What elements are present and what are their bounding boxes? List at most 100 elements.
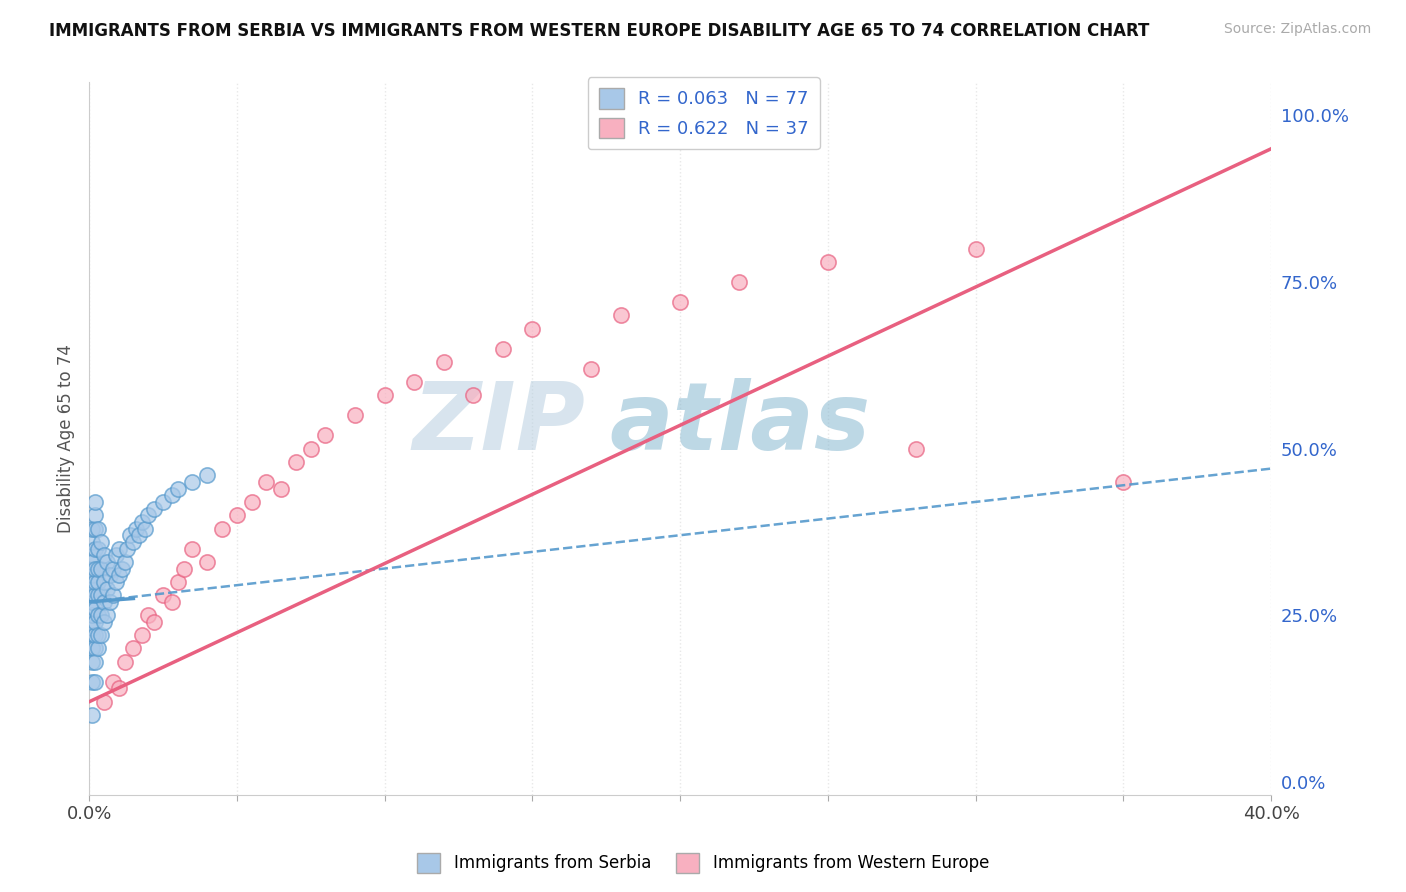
Point (254, 475, 277, 489)
Point (90, 608, 112, 623)
Point (80, 568, 103, 582)
Point (284, 455, 307, 469)
Point (120, 528, 142, 542)
Text: IMMIGRANTS FROM SERBIA VS IMMIGRANTS FROM WESTERN EUROPE DISABILITY AGE 65 TO 74: IMMIGRANTS FROM SERBIA VS IMMIGRANTS FRO… (49, 22, 1150, 40)
Point (240, 495, 263, 509)
Point (463, 388, 485, 402)
Point (134, 522, 156, 536)
Point (344, 409, 367, 423)
Point (1112, 475, 1135, 489)
Text: atlas: atlas (609, 378, 870, 470)
Point (90, 588, 112, 602)
Point (84, 541, 107, 556)
Point (93, 695, 115, 709)
Point (110, 561, 132, 575)
Point (136, 508, 159, 523)
Point (181, 541, 204, 556)
Point (314, 428, 336, 442)
Point (93, 574, 115, 589)
Y-axis label: Disability Age 65 to 74: Disability Age 65 to 74 (58, 344, 75, 533)
Point (104, 548, 127, 562)
Point (270, 482, 292, 496)
Text: Source: ZipAtlas.com: Source: ZipAtlas.com (1223, 22, 1371, 37)
Point (117, 541, 139, 556)
Point (195, 468, 218, 483)
Point (166, 574, 188, 589)
Point (152, 588, 174, 602)
Point (87, 588, 110, 602)
Point (669, 295, 692, 310)
Point (101, 588, 124, 602)
Point (80, 628, 103, 642)
Point (84, 674, 107, 689)
Point (433, 355, 456, 369)
Point (107, 681, 129, 696)
Point (610, 309, 633, 323)
Legend: Immigrants from Serbia, Immigrants from Western Europe: Immigrants from Serbia, Immigrants from … (411, 847, 995, 880)
Point (101, 561, 124, 575)
Point (84, 615, 107, 629)
Point (905, 442, 928, 456)
Point (84, 508, 107, 523)
Point (101, 674, 124, 689)
Point (87, 628, 110, 642)
Text: ZIP: ZIP (412, 378, 585, 470)
Point (80, 574, 103, 589)
Point (80, 641, 103, 656)
Point (80, 588, 103, 602)
Point (84, 574, 107, 589)
Point (374, 388, 396, 402)
Point (107, 568, 129, 582)
Point (98, 568, 121, 582)
Point (122, 641, 145, 656)
Point (143, 501, 166, 516)
Point (93, 595, 115, 609)
Point (211, 522, 233, 536)
Point (87, 608, 110, 623)
Point (107, 541, 129, 556)
Point (80, 622, 103, 636)
Point (195, 555, 218, 569)
Point (90, 561, 112, 575)
Point (136, 608, 159, 623)
Point (522, 321, 544, 335)
Point (114, 655, 136, 669)
Point (143, 615, 166, 629)
Point (581, 361, 603, 376)
Point (96, 555, 118, 569)
Point (965, 242, 987, 256)
Point (90, 534, 112, 549)
Point (299, 442, 322, 456)
Point (173, 561, 195, 575)
Point (84, 601, 107, 615)
Point (80, 601, 103, 615)
Point (817, 255, 839, 269)
Point (84, 561, 107, 575)
Point (84, 655, 107, 669)
Point (80, 522, 103, 536)
Point (181, 475, 204, 489)
Point (80, 615, 103, 629)
Point (80, 708, 103, 723)
Point (160, 595, 183, 609)
Point (80, 595, 103, 609)
Point (404, 375, 426, 389)
Point (160, 488, 183, 502)
Legend: R = 0.063   N = 77, R = 0.622   N = 37: R = 0.063 N = 77, R = 0.622 N = 37 (588, 77, 820, 149)
Point (131, 628, 153, 642)
Point (80, 655, 103, 669)
Point (80, 674, 103, 689)
Point (122, 534, 145, 549)
Point (90, 628, 112, 642)
Point (87, 541, 110, 556)
Point (84, 628, 107, 642)
Point (80, 608, 103, 623)
Point (84, 588, 107, 602)
Point (93, 615, 115, 629)
Point (84, 495, 107, 509)
Point (166, 482, 188, 496)
Point (87, 561, 110, 575)
Point (80, 555, 103, 569)
Point (104, 574, 127, 589)
Point (131, 515, 153, 529)
